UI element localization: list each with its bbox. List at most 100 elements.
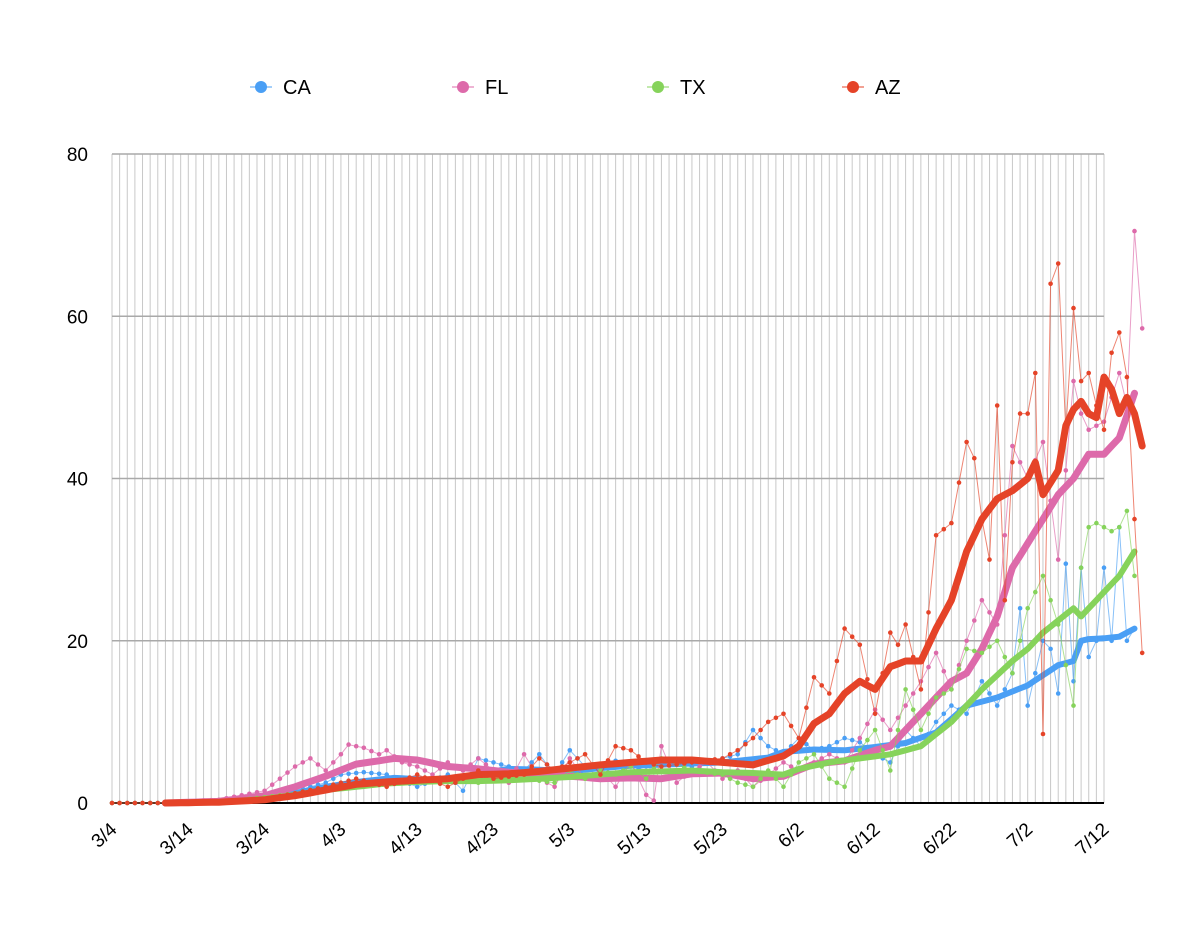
daily-point [849, 766, 855, 771]
daily-point [1063, 561, 1069, 566]
daily-point [621, 745, 626, 751]
daily-point [353, 770, 359, 776]
daily-point [659, 764, 664, 769]
daily-point [972, 455, 977, 461]
x-tick-label: 3/24 [232, 819, 274, 860]
daily-point [979, 679, 985, 684]
daily-point [765, 719, 771, 725]
daily-point [903, 703, 908, 708]
daily-point [1086, 524, 1091, 530]
daily-point [964, 439, 969, 445]
x-tick-label: 5/13 [614, 819, 656, 859]
daily-point [292, 764, 298, 769]
daily-point [430, 772, 435, 777]
daily-point [895, 642, 901, 648]
daily-point [857, 739, 863, 745]
x-tick-label: 6/22 [919, 819, 961, 859]
axis-layer: 0 20 40 60 80 3/4 3/14 3/24 4/3 4/13 4/23 5/3 5/13 5/… [67, 145, 1113, 859]
daily-point [949, 703, 954, 708]
daily-point [1132, 573, 1137, 579]
daily-point [903, 687, 908, 692]
daily-point [422, 768, 428, 773]
daily-point [1048, 281, 1053, 287]
daily-point [483, 762, 489, 767]
daily-point [643, 792, 649, 798]
daily-point [1010, 670, 1015, 676]
daily-point [1017, 606, 1023, 611]
daily-point [735, 748, 740, 753]
daily-point [643, 776, 649, 781]
daily-point [277, 776, 283, 781]
daily-point [834, 739, 840, 745]
daily-point [735, 752, 740, 757]
daily-point [1033, 589, 1038, 595]
daily-point [727, 752, 733, 757]
daily-point [758, 727, 763, 733]
daily-point [1063, 468, 1069, 473]
legend-item-tx: TX [647, 77, 706, 99]
daily-point [346, 742, 351, 747]
daily-point [1025, 411, 1030, 416]
daily-point [834, 658, 840, 664]
x-tick-label: 4/3 [317, 819, 351, 852]
y-tick-label: 0 [77, 794, 88, 815]
daily-point [376, 752, 382, 757]
legend-swatch-marker [847, 81, 859, 93]
daily-point [666, 763, 672, 768]
daily-point [880, 748, 885, 753]
x-tick-label: 4/23 [461, 819, 503, 859]
daily-point [987, 557, 992, 562]
daily-point [109, 800, 115, 806]
daily-point [972, 618, 977, 623]
daily-point [559, 760, 565, 765]
daily-point [369, 748, 374, 754]
daily-point [407, 762, 412, 767]
daily-point [529, 760, 534, 765]
daily-point [956, 666, 962, 672]
daily-point [910, 691, 916, 696]
x-tick-label: 4/13 [385, 819, 427, 859]
daily-point [155, 800, 161, 806]
daily-point [872, 727, 878, 733]
daily-point [308, 756, 313, 761]
legend-label: AZ [875, 77, 901, 99]
daily-point [1055, 691, 1061, 696]
daily-point [567, 748, 573, 753]
daily-point [1117, 370, 1122, 376]
daily-point [811, 675, 817, 680]
daily-point [575, 756, 580, 761]
daily-point [1002, 597, 1008, 603]
daily-point [750, 735, 756, 741]
daily-point [933, 533, 939, 538]
daily-point [567, 756, 573, 761]
daily-point [849, 737, 855, 743]
daily-point [598, 772, 603, 777]
daily-point [941, 668, 947, 674]
daily-point [1017, 638, 1023, 644]
daily-point [1101, 427, 1107, 433]
daily-point [1033, 370, 1038, 376]
daily-point [781, 711, 786, 717]
daily-point [842, 735, 847, 741]
daily-point [888, 768, 893, 773]
daily-point [1094, 520, 1099, 526]
daily-point [1002, 533, 1008, 538]
series-fl [109, 228, 1145, 807]
daily-point [903, 622, 908, 627]
daily-point [972, 648, 977, 654]
daily-point [933, 695, 939, 700]
daily-point [1094, 423, 1099, 429]
legend: CA FL TX AZ [250, 77, 901, 99]
daily-point [1071, 305, 1076, 311]
daily-point [987, 691, 992, 696]
x-tick-label: 7/2 [1003, 819, 1037, 852]
daily-point [117, 800, 122, 806]
daily-point [567, 760, 573, 765]
y-tick-label: 20 [67, 632, 88, 653]
daily-point [1132, 516, 1137, 522]
daily-point [1071, 703, 1076, 708]
daily-point [1040, 731, 1046, 737]
daily-point [811, 752, 817, 757]
x-tick-label: 6/2 [774, 819, 808, 852]
